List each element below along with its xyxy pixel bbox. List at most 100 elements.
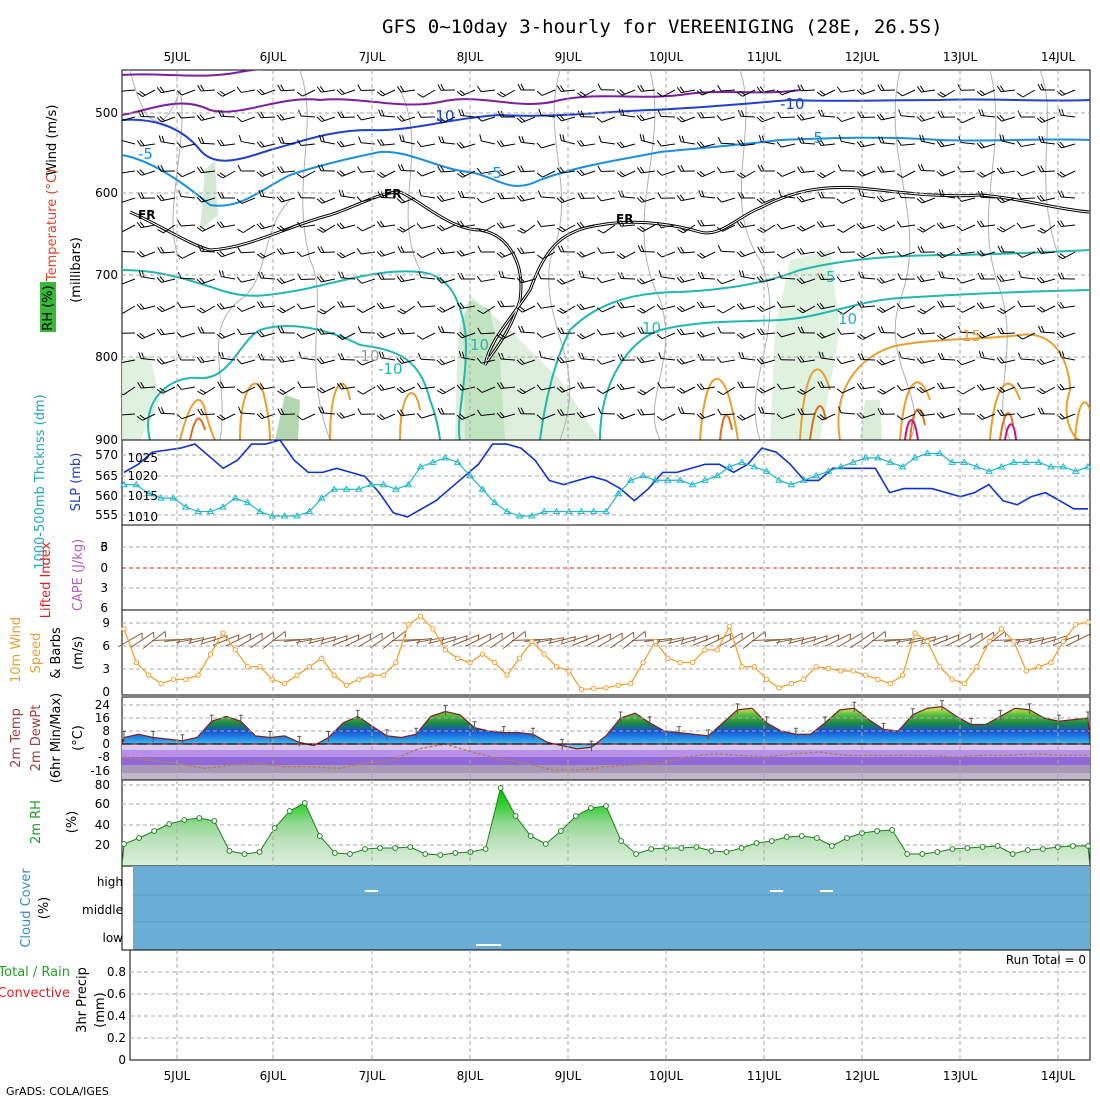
axis-tick-label: 1015 [127, 489, 158, 503]
wind-barb [396, 357, 416, 364]
axis-tick-label: -8 [98, 750, 110, 764]
wind-barb [497, 300, 516, 308]
wind-barb [196, 114, 216, 121]
wind-barb [556, 224, 576, 233]
wind-barb [417, 111, 436, 118]
wind-point [1048, 659, 1054, 666]
wind-barb [1017, 192, 1036, 200]
rh-point [286, 808, 293, 814]
wind-barb [497, 192, 516, 200]
surface-wind-barb [117, 632, 143, 648]
surface-wind-barb [502, 630, 527, 650]
wind-point [442, 647, 449, 653]
wind-barb [877, 386, 896, 395]
wind-barb [937, 111, 956, 118]
cape-label: CAPE (J/kg) [71, 539, 86, 611]
wind-barb [896, 384, 916, 391]
precip-total-label: Total / Rain [0, 965, 70, 980]
wind-barb [518, 135, 536, 145]
wind-barb [122, 116, 136, 122]
wind-barb [376, 220, 396, 228]
wind-barb [216, 413, 236, 421]
wind-barb [1057, 272, 1076, 280]
date-label-bottom: 12JUL [845, 1069, 880, 1083]
rh-label: RH (%) [41, 285, 56, 330]
wind-barb [556, 386, 576, 393]
wind-barb [976, 250, 996, 257]
wind-point [615, 682, 622, 688]
wind-barb [1016, 170, 1036, 177]
wind-axis: 9 6 3 0 [102, 616, 110, 699]
surface-wind-barb [1065, 633, 1092, 647]
wind-barb [797, 166, 816, 173]
wind-barb [256, 170, 276, 177]
rh-point [527, 833, 534, 839]
slp-axis: 570 565 560 555 1025 1020 1015 1010 [95, 448, 158, 524]
precip-panel: Run Total = 0 0.8 0.6 0.4 0.2 0 [107, 949, 1091, 1067]
wind-barb [557, 327, 576, 334]
wind-barbs [122, 83, 1076, 421]
wind-barb [697, 271, 716, 280]
wind-barb [477, 224, 496, 233]
wind-barb [916, 386, 936, 394]
wind-barb [1056, 170, 1076, 178]
wind-barb [376, 170, 396, 179]
wind-barb [477, 245, 495, 253]
wind-barb [598, 135, 616, 145]
thickness-point [379, 480, 388, 488]
date-label-top: 12JUL [845, 50, 880, 64]
wind-barb [236, 116, 256, 123]
rh-units-label: (%) [65, 811, 80, 834]
wind-barb [1016, 140, 1036, 147]
wind-barb [917, 224, 936, 233]
axis-tick-label: 0 [100, 561, 108, 575]
wind-barb [536, 302, 556, 309]
thickness-point [565, 507, 573, 515]
wind-barb [976, 220, 996, 228]
axis-tick-label: -16 [90, 764, 110, 778]
wind-barb [797, 386, 816, 395]
thickness-point [540, 507, 549, 515]
wind-barb [458, 350, 476, 361]
contour-label: -5 [138, 145, 153, 163]
wind-barb [197, 326, 215, 334]
wind-barb [636, 166, 656, 174]
wind-point [306, 664, 313, 670]
surface-wind-barb [225, 633, 252, 647]
wind-barb [756, 357, 776, 365]
wind-barb [122, 359, 136, 364]
contour-label: 10 [642, 319, 661, 337]
thickness-point [317, 494, 326, 501]
wind-barb [716, 166, 736, 174]
wind-barb [796, 224, 816, 232]
surface-wind-barb [142, 630, 167, 650]
wind-barb [597, 407, 616, 415]
wind-barb [436, 277, 456, 284]
wind-barb [1016, 412, 1036, 419]
wind-barb [496, 411, 516, 419]
thickness-point [1071, 467, 1080, 474]
wind-barb [556, 356, 576, 364]
dewpoint-line [123, 743, 1088, 771]
wind-barb [417, 300, 436, 308]
wind-barb [676, 194, 696, 202]
rh-point [1070, 843, 1076, 849]
wind-barb [276, 195, 296, 203]
wind-barb [156, 328, 176, 336]
wind-barb [876, 113, 896, 121]
date-label-top: 9JUL [555, 50, 582, 64]
rh-point [798, 833, 805, 839]
cloud-panel: high middle low [82, 865, 1091, 951]
wind-barb [156, 116, 176, 123]
axis-tick-label: 80 [95, 778, 110, 792]
rh-point [181, 817, 188, 823]
wind-barb [376, 384, 396, 391]
rh-point [904, 851, 911, 857]
wind-point [516, 655, 523, 662]
wind-point [763, 676, 770, 683]
wind-point [603, 685, 609, 691]
wind-barb [1038, 135, 1056, 145]
wind-barb [657, 381, 676, 389]
wind-point [788, 680, 795, 687]
